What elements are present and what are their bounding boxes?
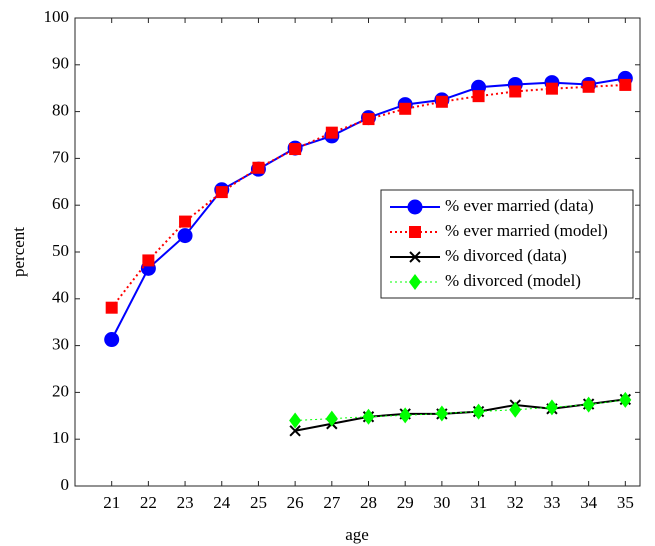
marker xyxy=(289,412,302,429)
y-tick-label: 50 xyxy=(52,241,69,260)
y-tick-label: 60 xyxy=(52,194,69,213)
marker xyxy=(509,85,522,98)
marker xyxy=(435,405,448,422)
x-tick-label: 26 xyxy=(287,493,304,512)
x-tick-label: 32 xyxy=(507,493,524,512)
marker xyxy=(289,143,302,156)
y-tick-label: 40 xyxy=(52,288,69,307)
marker xyxy=(472,90,485,103)
x-tick-label: 22 xyxy=(140,493,157,512)
y-tick-label: 20 xyxy=(52,381,69,400)
y-tick-label: 100 xyxy=(44,7,70,26)
marker xyxy=(399,102,412,115)
marker xyxy=(289,425,301,437)
x-tick-label: 23 xyxy=(177,493,194,512)
marker xyxy=(407,199,423,215)
legend-label: % ever married (model) xyxy=(445,221,608,240)
marker xyxy=(177,228,193,244)
marker xyxy=(619,391,632,408)
x-tick-label: 30 xyxy=(433,493,450,512)
x-tick-label: 21 xyxy=(103,493,120,512)
series-line xyxy=(295,399,626,421)
y-tick-label: 10 xyxy=(52,428,69,447)
marker xyxy=(409,226,421,238)
marker xyxy=(325,410,338,427)
marker xyxy=(399,407,412,424)
x-tick-label: 27 xyxy=(323,493,341,512)
y-tick-label: 80 xyxy=(52,101,69,120)
legend-label: % divorced (model) xyxy=(445,271,581,290)
marker xyxy=(252,161,265,174)
marker xyxy=(472,403,485,420)
legend-box xyxy=(380,189,634,299)
x-tick-label: 31 xyxy=(470,493,487,512)
x-tick-label: 25 xyxy=(250,493,267,512)
marker xyxy=(435,95,448,108)
marker xyxy=(582,80,595,93)
x-axis-label: age xyxy=(345,525,369,544)
marker xyxy=(409,274,421,290)
marker xyxy=(362,113,375,126)
marker xyxy=(142,254,155,267)
marker xyxy=(104,332,120,348)
marker xyxy=(545,399,558,416)
y-axis-label: percent xyxy=(9,227,28,277)
marker xyxy=(582,396,595,413)
marker xyxy=(509,401,522,418)
legend-label: % ever married (data) xyxy=(445,196,594,215)
marker xyxy=(362,408,375,425)
y-tick-label: 30 xyxy=(52,335,69,354)
x-tick-label: 24 xyxy=(213,493,231,512)
marker xyxy=(545,82,558,95)
x-tick-label: 29 xyxy=(397,493,414,512)
y-tick-label: 90 xyxy=(52,54,69,73)
legend: % ever married (data) % ever married (mod… xyxy=(380,189,634,299)
marker xyxy=(179,215,192,228)
x-tick-label: 33 xyxy=(543,493,560,512)
legend-label: % divorced (data) xyxy=(445,246,567,265)
x-tick-label: 35 xyxy=(617,493,634,512)
y-tick-label: 70 xyxy=(52,147,69,166)
marker xyxy=(215,186,228,199)
y-tick-label: 0 xyxy=(61,475,70,494)
marker xyxy=(409,251,421,263)
x-tick-label: 34 xyxy=(580,493,598,512)
marker xyxy=(105,301,118,314)
marker xyxy=(619,78,632,91)
marker xyxy=(325,126,338,139)
x-tick-label: 28 xyxy=(360,493,377,512)
